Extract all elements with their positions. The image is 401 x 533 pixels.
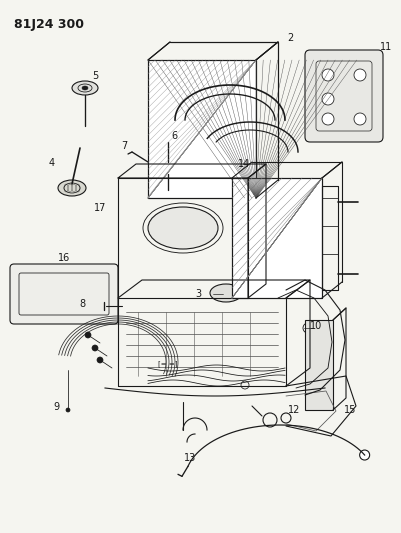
Text: 7: 7 — [121, 141, 127, 151]
Ellipse shape — [157, 162, 179, 174]
Ellipse shape — [72, 81, 98, 95]
Text: 12: 12 — [288, 405, 300, 415]
Text: 17: 17 — [94, 203, 106, 213]
Text: 5: 5 — [92, 71, 98, 81]
Text: 81J24 300: 81J24 300 — [14, 18, 84, 31]
Circle shape — [354, 69, 366, 81]
Text: 14: 14 — [238, 159, 250, 169]
Bar — [148, 60, 256, 198]
Circle shape — [303, 323, 313, 333]
Text: 8: 8 — [79, 299, 85, 309]
Text: 4: 4 — [49, 158, 55, 168]
Ellipse shape — [58, 180, 86, 196]
Circle shape — [92, 345, 98, 351]
Text: 3: 3 — [195, 289, 201, 299]
FancyBboxPatch shape — [316, 61, 372, 131]
Circle shape — [66, 408, 70, 412]
Ellipse shape — [82, 86, 88, 90]
Bar — [232, 178, 322, 298]
Text: 15: 15 — [344, 405, 356, 415]
Text: 2: 2 — [287, 33, 293, 43]
FancyBboxPatch shape — [305, 50, 383, 142]
Text: [= =]: [= =] — [158, 361, 178, 367]
FancyBboxPatch shape — [19, 273, 109, 315]
Text: 16: 16 — [58, 253, 70, 263]
Circle shape — [322, 93, 334, 105]
Text: 13: 13 — [184, 453, 196, 463]
Circle shape — [360, 450, 370, 460]
Circle shape — [85, 332, 91, 338]
Circle shape — [354, 113, 366, 125]
Circle shape — [322, 113, 334, 125]
Ellipse shape — [210, 284, 242, 302]
Text: 11: 11 — [380, 42, 392, 52]
Bar — [148, 60, 256, 198]
Ellipse shape — [148, 207, 218, 249]
Text: 10: 10 — [310, 321, 322, 331]
Bar — [232, 178, 322, 298]
Text: 9: 9 — [53, 402, 59, 412]
Circle shape — [322, 69, 334, 81]
Text: 6: 6 — [171, 131, 177, 141]
Circle shape — [97, 357, 103, 363]
Bar — [305, 320, 333, 410]
FancyBboxPatch shape — [10, 264, 118, 324]
